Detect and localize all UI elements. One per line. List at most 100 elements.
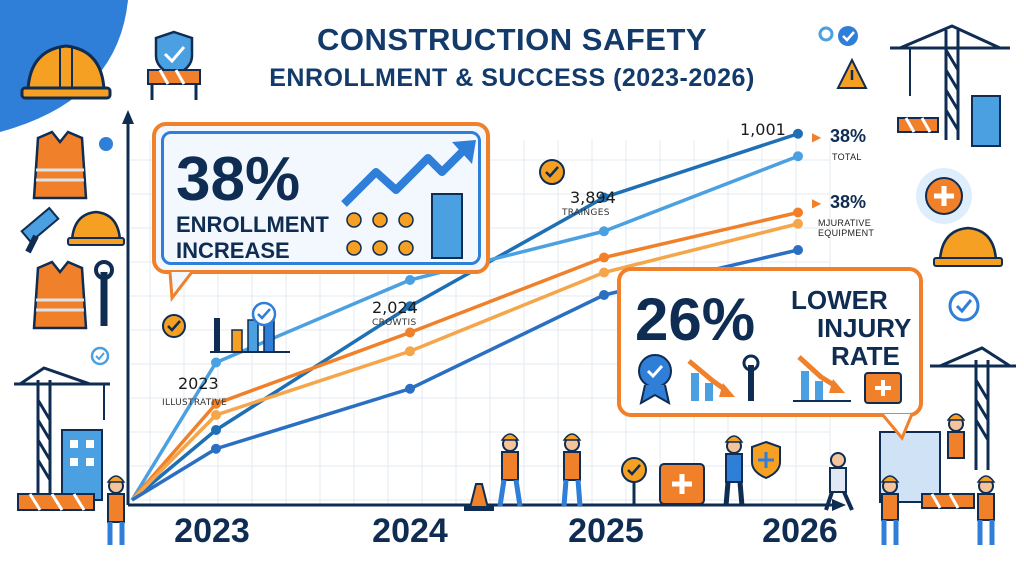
worker-icon [561,433,583,507]
check-badge-icon [838,26,858,46]
shield-check-icon [154,30,194,78]
building-icon [61,429,103,501]
injury-icons [638,354,902,405]
data-point [405,301,415,312]
annotation-value: 3,894 [570,188,616,207]
hard-hat-icon [67,210,125,246]
safety-vest-icon [32,260,88,330]
worker-icon [880,475,900,545]
award-badge-icon [638,354,672,405]
data-point [599,252,609,263]
worker-icon [497,433,523,507]
hard-hat-icon [20,44,112,100]
data-point [793,207,803,218]
callout-tail [168,272,194,302]
chart-title-line2: ENROLLMENT & SUCCESS (2023-2026) [269,64,755,92]
x-axis-arrow [832,499,846,511]
data-point [793,245,803,255]
legend-arrow-icon: ▶ [812,130,822,144]
annotation-value: 1,001 [740,120,786,139]
legend-value: 38% [830,192,867,212]
check-badge-icon [99,137,113,151]
enrollment-callout: 38% ENROLLMENT INCREASE [152,122,490,274]
trend-arrow-icon [341,140,476,259]
data-point [405,383,415,394]
worker-icon [723,435,745,507]
data-point [211,398,221,409]
x-tick-label: 2024 [372,512,448,550]
crane-icon [14,366,110,500]
gear-icon [818,26,834,42]
data-point [211,357,221,368]
annotation-label: TRAINGES [562,208,610,218]
injury-label-line1: LOWER [791,285,888,315]
annotation-value: 2023 [178,374,219,393]
check-badge-icon [948,290,980,322]
worker-group-icon [346,212,414,256]
down-trend-icon [687,359,735,401]
data-point [793,151,803,162]
data-point [405,327,415,338]
traffic-cone-icon [464,483,494,511]
legend-value: 38% [830,126,867,146]
check-badge-icon [90,346,110,366]
down-trend-icon [793,355,851,402]
y-axis-arrow [122,110,134,124]
building-icon [971,95,1001,147]
legend-label: MJURATIVE EQUIPMENT [818,218,875,238]
legend-label: TOTAL [832,152,862,162]
hard-hat-icon [933,226,1003,267]
injury-value: 26% [635,286,756,353]
series-layer [130,128,803,502]
x-tick-label: 2025 [568,512,644,550]
data-point [211,425,221,435]
data-point [599,290,609,300]
bar-chart-icon [210,301,290,353]
data-point [405,275,415,285]
annotation-label: CROWTIS [372,318,417,328]
data-point [211,410,221,420]
check-badge-icon [621,457,647,506]
worker-icon [946,413,966,459]
data-point [793,218,803,229]
wrench-icon [94,260,114,326]
first-aid-icon [916,168,972,224]
callout-tail [880,414,914,441]
data-point [793,128,803,139]
injury-label-line3: RATE [831,341,900,371]
data-point [599,192,609,203]
enrollment-value: 38% [176,145,301,214]
injury-label-line2: INJURY [817,313,912,343]
worker-icon [106,475,126,545]
barrier-icon [17,493,95,511]
worker-icon [824,452,854,511]
enrollment-label-line1: ENROLLMENT [176,212,329,237]
shield-check-icon [751,440,781,480]
first-aid-icon [864,372,902,404]
warning-icon [836,57,868,89]
check-badge-icon [162,314,186,338]
callout-inner-border [161,131,481,265]
check-badge-icon [539,159,565,185]
annotation-label: ILLUSTRATIVE [162,398,227,408]
crane-icon [930,346,1016,470]
safety-vest-icon [32,130,88,200]
worker-icon [976,475,996,545]
wrench-icon [742,354,760,401]
hammer-icon [20,206,60,254]
barrier-icon [147,69,201,100]
data-point [599,267,609,278]
crane-icon [890,24,1010,140]
x-tick-label: 2026 [762,512,838,550]
barrier-icon [897,117,939,133]
x-tick-label: 2023 [174,512,250,550]
data-point [211,443,221,454]
data-point [405,346,415,357]
chart-title-line1: CONSTRUCTION SAFETY [316,22,708,57]
annotation-value: 2,024 [372,298,418,317]
injury-callout: 26% LOWER INJURY RATE [617,267,923,417]
legend-arrow-icon: ▶ [812,196,822,210]
first-aid-icon [659,463,705,505]
data-point [599,226,609,237]
